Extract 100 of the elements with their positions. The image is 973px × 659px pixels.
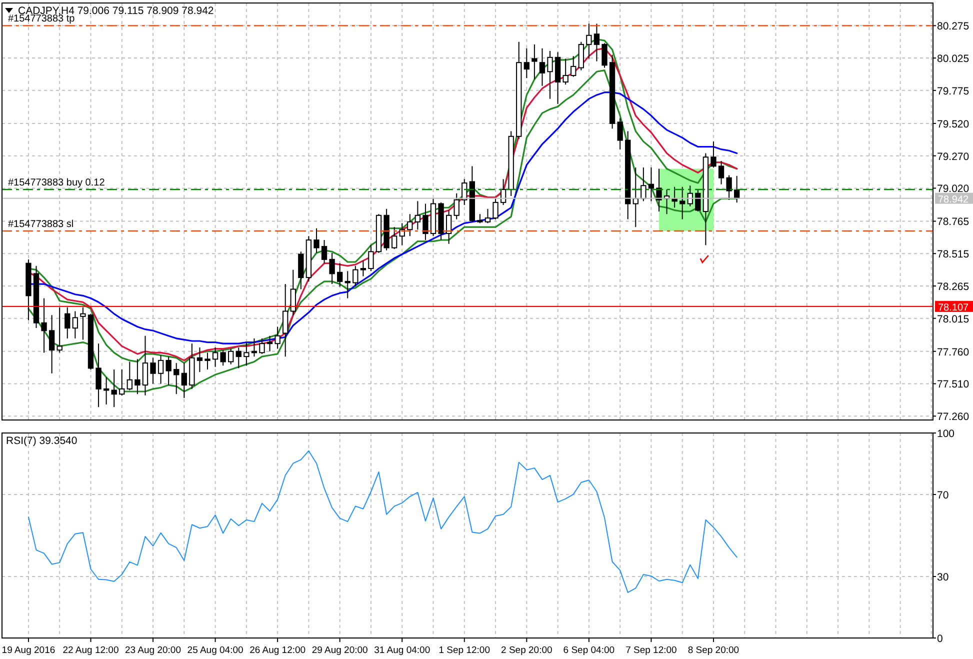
candlestick	[562, 58, 568, 86]
candlestick	[266, 335, 273, 352]
candlestick	[236, 346, 242, 369]
candlestick	[72, 310, 78, 339]
candlestick	[360, 260, 366, 277]
line-series	[28, 450, 738, 593]
candlestick	[259, 338, 265, 354]
ref-line-label: 78.942	[938, 194, 970, 206]
candlestick	[391, 226, 398, 250]
candlestick	[134, 358, 140, 395]
candlestick	[477, 214, 483, 224]
candlestick	[570, 56, 576, 78]
candlestick	[41, 298, 47, 354]
x-tick-label: 1 Sep 12:00	[438, 645, 490, 656]
ref-line-label: #154773883 sl	[8, 218, 74, 230]
x-tick-label: 22 Aug 12:00	[62, 645, 119, 656]
candlestick	[648, 166, 654, 202]
y-tick-label: 80.275	[937, 20, 970, 33]
y-tick-label: 78.265	[937, 280, 970, 293]
x-tick-label: 26 Aug 12:00	[250, 645, 306, 656]
y-tick-label: 79.775	[937, 85, 970, 98]
candlestick	[204, 352, 210, 370]
candlestick	[166, 356, 172, 386]
candlestick	[111, 368, 117, 408]
y-tick-label: 78.015	[937, 313, 970, 326]
candlestick	[80, 306, 86, 340]
candlestick	[181, 362, 187, 398]
candlestick	[399, 222, 405, 246]
candlestick	[422, 203, 428, 240]
x-tick-label: 23 Aug 20:00	[125, 645, 182, 656]
candlestick	[547, 50, 553, 100]
x-tick-label: 6 Sep 04:00	[563, 645, 615, 656]
candlestick	[718, 160, 724, 185]
candlestick	[524, 48, 530, 79]
candlestick	[314, 228, 320, 254]
candlestick	[64, 306, 70, 339]
candlestick	[244, 342, 250, 366]
candlestick	[196, 346, 203, 373]
candlestick	[454, 192, 460, 220]
ref-line-label: #154773883 buy 0.12	[8, 177, 106, 188]
candlestick	[532, 44, 538, 80]
candlestick	[158, 354, 164, 384]
candlestick	[174, 362, 180, 395]
candlestick	[329, 252, 335, 285]
candlestick	[710, 141, 716, 168]
candlestick	[96, 343, 102, 408]
candlestick	[594, 23, 600, 62]
candlestick	[484, 208, 491, 224]
y-tick-label: 0	[937, 633, 943, 645]
x-tick-label: 7 Sep 12:00	[626, 645, 677, 656]
y-tick-label: 79.520	[937, 118, 970, 130]
candlestick	[344, 270, 350, 299]
candlestick	[407, 214, 413, 237]
x-tick-label: 2 Sep 20:00	[501, 645, 552, 656]
candlestick	[352, 265, 358, 288]
y-tick-label: 77.760	[937, 346, 970, 358]
y-tick-label: 79.020	[937, 183, 970, 196]
y-tick-label: 77.510	[937, 378, 970, 391]
x-tick-label: 19 Aug 2016	[2, 645, 56, 656]
candlestick	[578, 41, 584, 71]
x-tick-label: 8 Sep 20:00	[688, 645, 740, 656]
candlestick	[228, 348, 234, 365]
candlestick	[586, 23, 592, 60]
candlestick	[220, 350, 226, 366]
candlestick	[56, 306, 62, 354]
candlestick	[282, 284, 288, 358]
candlestick	[602, 42, 608, 68]
candlestick	[48, 314, 55, 374]
candlestick	[640, 166, 646, 202]
candlestick	[539, 48, 546, 86]
candlestick	[726, 174, 732, 200]
y-tick-label: 100	[937, 428, 955, 440]
candlestick	[119, 368, 125, 396]
candlestick	[103, 376, 110, 405]
y-tick-label: 79.270	[937, 150, 970, 163]
y-tick-label: 77.260	[937, 411, 970, 424]
candlestick	[298, 251, 304, 290]
chart-title: RSI(7) 39.3540	[6, 435, 78, 447]
y-tick-label: 78.515	[937, 248, 970, 261]
ref-line-label: 78.107	[938, 302, 970, 314]
candlestick	[290, 269, 296, 316]
candlestick	[212, 346, 218, 368]
candlestick	[695, 188, 701, 212]
candlestick	[150, 357, 156, 384]
candlestick	[446, 210, 452, 244]
y-tick-label: 80.025	[937, 53, 970, 66]
x-tick-label: 29 Aug 20:00	[312, 645, 368, 656]
y-tick-label: 70	[937, 490, 949, 502]
y-tick-label: 78.765	[937, 216, 970, 228]
candlestick	[321, 239, 328, 264]
candlestick	[142, 335, 148, 396]
candlestick	[368, 244, 374, 272]
candlestick	[617, 118, 623, 150]
x-tick-label: 31 Aug 04:00	[374, 645, 430, 656]
x-tick-label: 25 Aug 04:00	[187, 645, 244, 656]
candlestick	[126, 361, 132, 391]
candlestick	[337, 262, 343, 288]
candlestick	[680, 186, 686, 220]
candlestick	[274, 326, 280, 350]
candlestick	[492, 198, 498, 220]
